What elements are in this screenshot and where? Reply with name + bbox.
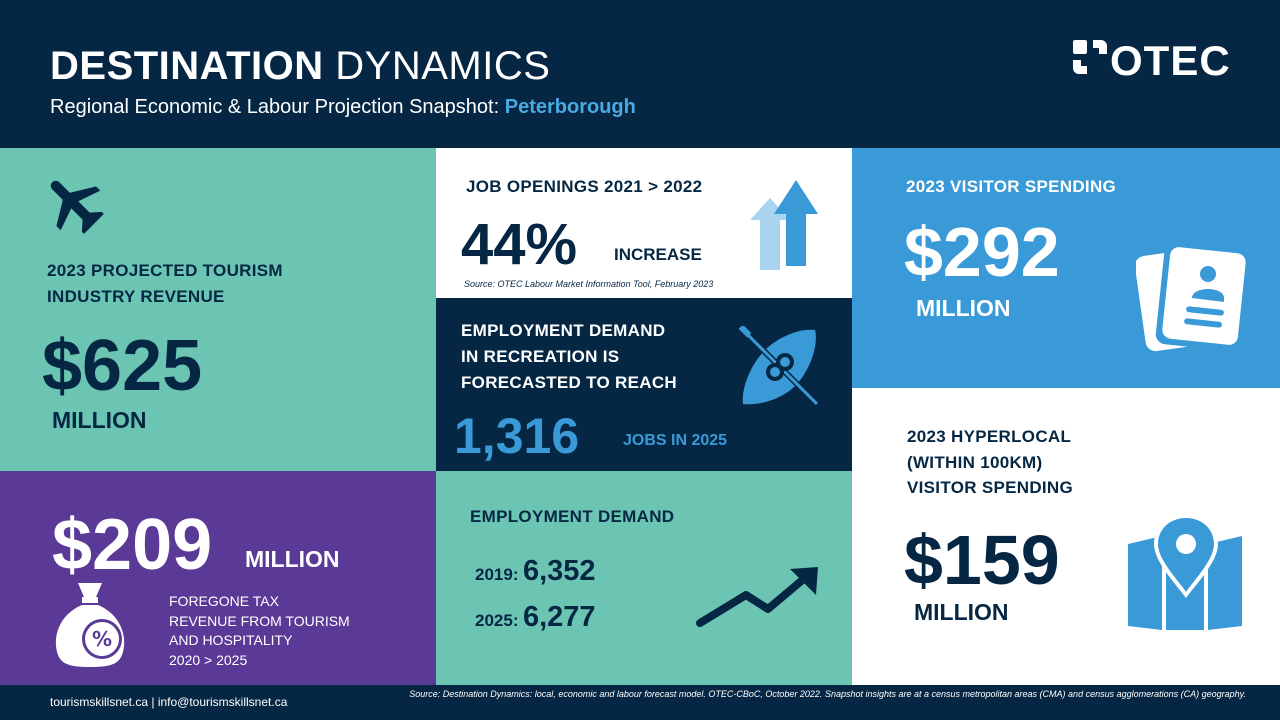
logo-mark-icon [1073,40,1107,74]
tax-desc-line4: 2020 > 2025 [169,651,248,668]
hyper-label-line2: (WITHIN 100KM) [907,453,1043,472]
emp-row-2025: 2025: 6,277 [475,601,596,634]
passport-icon [1136,240,1251,352]
footer: tourismskillsnet.ca | info@tourismskills… [0,685,1280,720]
tax-unit: MILLION [245,546,340,572]
footer-source: Source: Destination Dynamics: local, eco… [409,689,1246,699]
tax-value: $209 [52,505,213,585]
hyper-unit: MILLION [914,599,1009,625]
logo-text: OTEC [1110,37,1231,84]
map-pin-icon [1128,514,1242,630]
hyperlocal-panel: 2023 HYPERLOCAL (WITHIN 100KM) VISITOR S… [852,388,1280,685]
emp-row-2019: 2019: 6,352 [475,555,596,588]
airplane-icon [50,180,104,234]
hyper-label-line3: VISITOR SPENDING [907,478,1074,497]
svg-text:%: % [92,627,112,651]
emp-label: EMPLOYMENT DEMAND [470,507,675,526]
revenue-label-line1: 2023 PROJECTED TOURISM [47,261,283,280]
kayak-icon [739,326,820,407]
subtitle-prefix: Regional Economic & Labour Projection Sn… [50,96,500,118]
tax-desc-line2: REVENUE FROM TOURISM [169,612,350,629]
otec-logo: OTEC [1070,36,1250,86]
tax-description: FOREGONE TAX REVENUE FROM TOURISM AND HO… [169,592,350,670]
visitor-unit: MILLION [916,295,1011,321]
rec-label-line2: IN RECREATION IS [461,347,620,366]
revenue-label-line2: INDUSTRY REVENUE [47,287,225,306]
employment-panel: EMPLOYMENT DEMAND 2019: 6,352 2025: 6,27… [436,471,852,685]
revenue-value: $625 [42,326,203,406]
page-subtitle: Regional Economic & Labour Projection Sn… [50,94,636,120]
footer-contact[interactable]: tourismskillsnet.ca | info@tourismskills… [50,695,288,709]
hyper-value: $159 [904,521,1060,599]
hyper-label-line1: 2023 HYPERLOCAL [907,427,1072,446]
visitor-spending-panel: 2023 VISITOR SPENDING $292 MILLION [852,148,1280,388]
subtitle-city: Peterborough [504,96,636,118]
revenue-unit: MILLION [52,407,147,433]
jobs-unit: INCREASE [614,245,702,264]
jobs-source: Source: OTEC Labour Market Information T… [464,279,714,289]
page-title: DESTINATION DYNAMICS [50,40,550,92]
revenue-panel: 2023 PROJECTED TOURISM INDUSTRY REVENUE … [0,148,436,471]
job-openings-panel: JOB OPENINGS 2021 > 2022 44% INCREASE So… [436,148,852,298]
emp-row2-year: 2025: [475,611,519,630]
rec-label-line3: FORECASTED TO REACH [461,373,678,392]
tax-desc-line1: FOREGONE TAX [169,593,279,609]
title-light: DYNAMICS [335,44,551,88]
recreation-panel: EMPLOYMENT DEMAND IN RECREATION IS FOREC… [436,298,852,471]
emp-row2-value: 6,277 [522,601,596,633]
arrow-up-icon [750,180,818,270]
trend-up-icon [696,567,818,627]
title-bold: DESTINATION [50,44,324,88]
header: DESTINATION DYNAMICS Regional Economic &… [0,0,1280,148]
tax-panel: $209 MILLION % FOREGONE TAX REVENUE FROM… [0,471,436,685]
rec-unit: JOBS IN 2025 [623,432,728,449]
jobs-label: JOB OPENINGS 2021 > 2022 [466,177,703,196]
emp-row1-year: 2019: [475,565,519,584]
rec-value: 1,316 [454,408,580,464]
visitor-value: $292 [904,213,1060,291]
emp-row1-value: 6,352 [522,555,596,587]
visitor-label: 2023 VISITOR SPENDING [906,177,1117,196]
tax-desc-line3: AND HOSPITALITY [169,632,293,648]
jobs-value: 44% [461,212,578,277]
rec-label-line1: EMPLOYMENT DEMAND [461,321,666,340]
money-bag-percent-icon: % [55,583,125,667]
